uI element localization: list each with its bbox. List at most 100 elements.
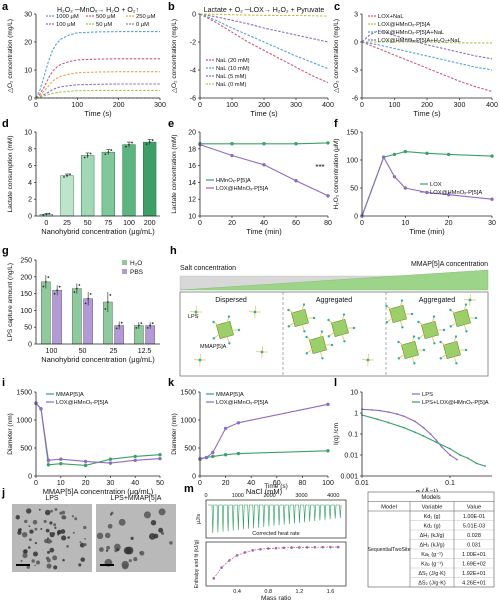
- replicate-dot-d: [89, 152, 92, 155]
- y-axis-label-k: Diameter (nm): [171, 413, 178, 455]
- replicate-dot-d: [148, 141, 151, 143]
- particle-blob: [28, 525, 31, 528]
- replicate-dot-g: [47, 276, 50, 279]
- bottom-x-tick-label: 1.6: [327, 589, 335, 595]
- series-line-a: [35, 71, 160, 99]
- series-line-a: [35, 83, 160, 99]
- micrograph-label: LPS+MMAP[5]A: [111, 495, 162, 502]
- bar-g: [71, 288, 82, 345]
- y-tick-label-d: 6: [28, 163, 32, 170]
- data-point-l: [435, 441, 438, 444]
- y-tick-label-e: 18: [188, 146, 196, 153]
- y-axis-label-d: Lactate consumption (mM): [7, 136, 14, 213]
- lps-molecule: [385, 321, 388, 324]
- replicate-dot-d: [104, 153, 107, 156]
- panel-title-b: Lactate + O₂ ─LOX→ H₂O₂ + Pyruvate: [204, 7, 325, 14]
- particle-blob: [160, 531, 165, 535]
- data-point-l: [414, 431, 416, 434]
- replicate-dot-d: [83, 156, 86, 159]
- particle-blob: [78, 563, 82, 567]
- legend-entry-a: 50 μM: [96, 22, 112, 28]
- panel-letter-g: g: [2, 245, 9, 257]
- data-point-i: [46, 458, 51, 463]
- series-line-a: [35, 31, 160, 99]
- particle-blob: [23, 549, 28, 554]
- y-tick-label-g: 150: [20, 291, 32, 298]
- micrograph-label: LPS: [45, 495, 59, 502]
- bar-g: [41, 281, 51, 345]
- replicate-dot-d: [86, 154, 89, 157]
- series-line-b: [199, 13, 329, 70]
- x-tick-label-e: 80: [324, 220, 332, 227]
- y-tick-label-i: 0: [28, 474, 32, 481]
- table-cell-variable: ΔH₁ (kJ/g): [420, 533, 445, 539]
- y-tick-label-e: 20: [188, 130, 196, 137]
- data-point-f: [446, 152, 451, 157]
- replicate-dot-d: [42, 214, 45, 216]
- x-axis-label-d: Nanohybrid concentration (μg/mL): [41, 227, 155, 236]
- particle-blob: [123, 546, 132, 555]
- y-tick-label-d: 10: [24, 130, 32, 137]
- data-point-l: [371, 409, 373, 411]
- particle-blob: [49, 521, 53, 525]
- x-tick-label-e: 40: [260, 220, 268, 227]
- particle-blob: [40, 528, 43, 530]
- lps-molecule: [320, 330, 324, 333]
- y-tick-label-b: -6: [190, 96, 196, 103]
- y-axis-label-e: Lactate concentration (mM): [171, 134, 178, 213]
- data-point-e: [326, 141, 330, 145]
- replicate-dot-g: [75, 287, 78, 290]
- lps-molecule: [432, 315, 436, 318]
- lps-molecule: [212, 320, 215, 324]
- data-point-l: [429, 433, 432, 435]
- legend-entry-c: LOX@HMnOₓ-P[5]A+NaL: [378, 30, 445, 36]
- replicate-dot-d: [145, 143, 148, 145]
- panel-letter-d: d: [2, 118, 9, 130]
- lps-molecule: [449, 325, 452, 328]
- lps-molecule: [198, 358, 202, 362]
- x-tick-label-f: 10: [401, 220, 409, 227]
- particle-blob: [45, 528, 50, 533]
- data-point-l: [449, 454, 451, 456]
- x-tick-label-f: 20: [445, 220, 453, 227]
- data-point-f: [381, 155, 386, 159]
- y-tick-label-c: 3: [354, 12, 358, 19]
- x-tick-label-c: 400: [486, 102, 498, 109]
- data-point-i: [158, 456, 162, 461]
- data-point-l: [456, 458, 458, 461]
- table-cell-value: 1.69E+02: [462, 562, 486, 568]
- mmap-gradient-wedge: [179, 269, 489, 291]
- y-axis-label-c: △O₂ concentration (mg/L): [333, 19, 340, 93]
- panel-letter-c: c: [334, 1, 340, 13]
- particle-blob: [34, 542, 37, 545]
- data-point-i: [39, 407, 43, 411]
- table-title: Models: [421, 495, 440, 501]
- particle-blob: [71, 515, 75, 518]
- replicate-dot-g: [78, 284, 81, 286]
- micrograph-image: [12, 504, 92, 572]
- particle-blob: [83, 525, 87, 530]
- table-cell-variable: ΔS₂ (J/g·K): [418, 581, 446, 587]
- x-axis-label-i: MMAP[5]A concentration (μg/mL): [43, 487, 154, 496]
- table-header: Model: [381, 505, 397, 511]
- particle-blob: [22, 553, 28, 559]
- y-tick-label-b: -4: [190, 68, 196, 75]
- table-header: Variable: [422, 505, 443, 511]
- x-axis-label-f: Time (min): [409, 227, 445, 236]
- x-axis-label-k: NaCl (mM): [246, 487, 283, 496]
- y-tick-label-g: 250: [20, 258, 32, 265]
- bar-d: [143, 141, 157, 217]
- y-tick-label-f: 50: [350, 186, 358, 193]
- replicate-dot-g: [73, 291, 76, 293]
- legend-entry-a: 100 μM: [56, 22, 76, 28]
- replicate-dot-g: [135, 326, 138, 329]
- particle-blob: [153, 533, 159, 539]
- x-tick-label-d: 75: [104, 220, 112, 227]
- bottom-y-axis-label: Enthalpy and fit (kJ/g): [194, 539, 200, 588]
- data-point-l: [414, 420, 416, 423]
- y-tick-label-c: -6: [352, 96, 358, 103]
- particle-blob: [79, 542, 85, 548]
- lps-molecule: [439, 340, 442, 344]
- x-tick-label-i: 20: [82, 480, 90, 487]
